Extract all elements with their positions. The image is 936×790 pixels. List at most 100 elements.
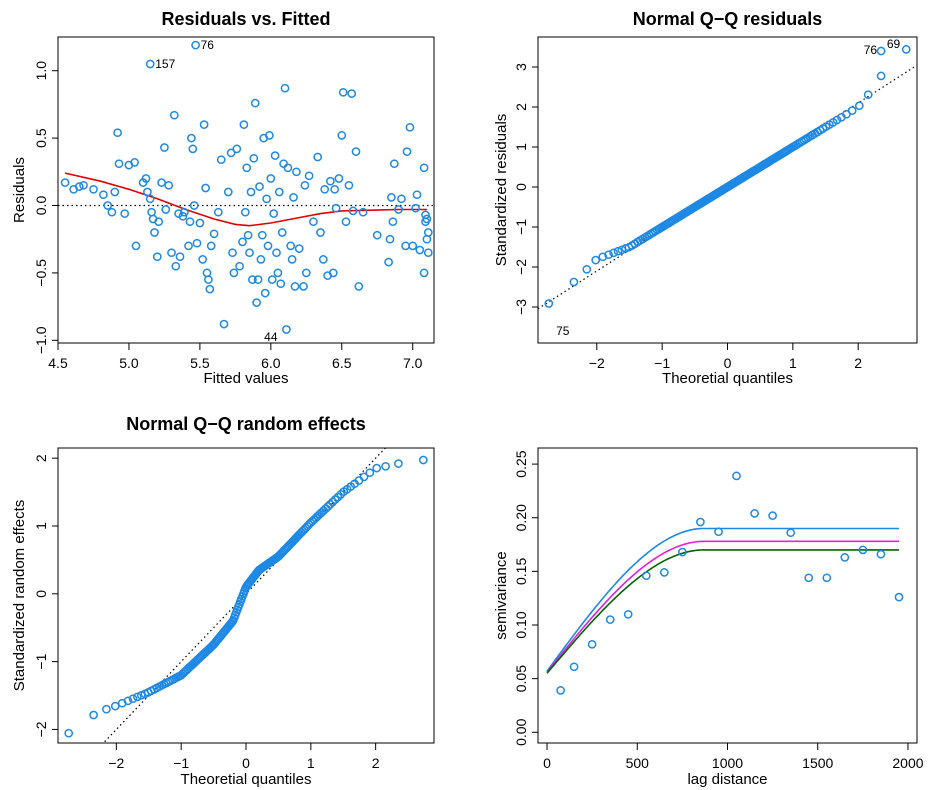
panel1-outlier-label: 44 bbox=[264, 330, 278, 344]
panel1-data-point bbox=[277, 228, 287, 237]
panel1-x-axis-label: Fitted values bbox=[203, 370, 288, 387]
panel1-data-point bbox=[204, 275, 213, 284]
panel4-data-point bbox=[569, 662, 579, 672]
panel4-fitted-variogram-green bbox=[546, 549, 899, 674]
panel1-data-point bbox=[229, 268, 239, 278]
panel1-plot-frame bbox=[57, 36, 435, 344]
panel1-data-point bbox=[226, 148, 236, 158]
panel2-data-point bbox=[609, 248, 618, 258]
panel1-data-point bbox=[206, 241, 216, 251]
panel1-data-point bbox=[157, 178, 166, 187]
panel2-data-point bbox=[582, 264, 592, 274]
panel3-data-point bbox=[372, 463, 382, 473]
panel1-data-point bbox=[145, 194, 155, 204]
panel1-data-point bbox=[415, 245, 425, 255]
panel4-data-point bbox=[678, 547, 687, 557]
panel1-data-point bbox=[286, 241, 296, 251]
panel1-data-point bbox=[185, 217, 195, 227]
panel1-data-point bbox=[402, 147, 412, 156]
panel1-data-point bbox=[242, 163, 252, 173]
panel1-y-tick-label: 0.5 bbox=[33, 128, 49, 148]
panel1-data-point bbox=[279, 159, 288, 169]
panel1-data-point bbox=[280, 83, 290, 93]
panel4-data-point bbox=[659, 568, 669, 577]
panel1-data-point bbox=[188, 144, 198, 154]
panel3-x-tick-label: 0 bbox=[242, 755, 250, 771]
panel4-y-tick-label: 0.25 bbox=[513, 450, 529, 477]
panel2-data-point bbox=[613, 246, 623, 256]
panel2-data-point bbox=[832, 115, 842, 125]
panel3-qq-reference-line bbox=[102, 448, 387, 743]
panel1-data-point bbox=[130, 158, 139, 167]
panel3-data-point bbox=[359, 472, 369, 482]
panel1-outlier-label: 157 bbox=[155, 57, 175, 71]
panel3-y-tick-label: 2 bbox=[33, 454, 49, 462]
panel3-x-axis-label: Theoretial quantiles bbox=[181, 771, 312, 788]
panel1-data-point bbox=[273, 268, 283, 278]
panel1-data-point bbox=[249, 153, 259, 163]
panel4-data-point bbox=[768, 511, 777, 520]
panel1-chart-title: Residuals vs. Fitted bbox=[161, 9, 330, 29]
panel2-outlier-label: 76 bbox=[864, 43, 878, 57]
panel1-y-axis-label: Residuals bbox=[11, 157, 28, 223]
panel1-data-point bbox=[103, 201, 113, 210]
panel3-y-tick-label: −1 bbox=[33, 653, 49, 669]
panel2-chart-title: Normal Q−Q residuals bbox=[633, 9, 823, 29]
panel1-data-point bbox=[348, 206, 358, 216]
panel3-chart-title: Normal Q−Q random effects bbox=[126, 414, 366, 434]
panel2-x-tick-label: −1 bbox=[654, 355, 670, 371]
panel4-y-tick-label: 0.15 bbox=[513, 558, 529, 585]
panel2-data-point bbox=[863, 90, 873, 100]
panel4-x-tick-label: 500 bbox=[626, 755, 650, 771]
panel1-data-point bbox=[265, 131, 274, 140]
panel1-data-point bbox=[423, 248, 433, 258]
panel4-x-tick-label: 2000 bbox=[892, 755, 923, 771]
panel2-data-point bbox=[876, 71, 886, 81]
panel1-data-point bbox=[253, 275, 263, 284]
panel1-data-point bbox=[283, 163, 293, 173]
panel1-data-point bbox=[219, 319, 229, 329]
panel1-data-point bbox=[245, 248, 254, 258]
panel4-data-point bbox=[714, 527, 723, 537]
panel1-data-point bbox=[338, 87, 348, 97]
panel4-data-point bbox=[750, 509, 759, 518]
panel1-data-point bbox=[205, 284, 215, 294]
panel3-data-point bbox=[89, 710, 98, 720]
panel1-data-point bbox=[228, 248, 237, 258]
panel3-data-point bbox=[110, 701, 120, 711]
panel4-y-axis-label: semivariance bbox=[493, 551, 510, 639]
panel1-data-point bbox=[209, 229, 219, 239]
panel2-x-tick-label: 0 bbox=[724, 355, 732, 371]
panel1-data-point bbox=[262, 194, 271, 204]
panel3-data-point bbox=[418, 455, 428, 465]
panel1-data-point bbox=[179, 207, 189, 217]
panel4-x-tick-label: 1500 bbox=[802, 755, 833, 771]
panel1-x-tick-label: 7.0 bbox=[403, 355, 423, 371]
panel4-plot-frame bbox=[537, 447, 918, 744]
panel1-data-point bbox=[246, 187, 256, 197]
panel1-data-point bbox=[408, 241, 418, 251]
panel2-data-point bbox=[569, 277, 579, 287]
panel1-data-point bbox=[334, 174, 344, 183]
panel1-data-point bbox=[423, 228, 433, 237]
panel1-data-point bbox=[147, 207, 156, 217]
panel1-y-tick-label: −1.0 bbox=[33, 326, 49, 354]
panel1-data-point bbox=[318, 255, 328, 264]
panel1-data-point bbox=[257, 230, 267, 240]
panel1-data-point bbox=[187, 133, 196, 143]
panel1-data-point bbox=[141, 174, 151, 183]
panel1-data-point bbox=[274, 187, 284, 197]
panel1-data-point bbox=[299, 282, 308, 291]
panel1-data-point bbox=[240, 207, 250, 217]
panel3-plot-area bbox=[64, 448, 428, 743]
panel2-y-tick-label: 1 bbox=[513, 143, 529, 151]
panel1-data-point bbox=[192, 238, 202, 248]
panel1-data-point bbox=[419, 163, 429, 173]
panel1-data-point bbox=[79, 180, 88, 190]
panel4-data-point bbox=[623, 609, 633, 619]
panel1-data-point bbox=[154, 217, 164, 227]
panel1-data-point bbox=[60, 178, 70, 187]
panel4-data-point bbox=[732, 471, 741, 481]
panel2-data-point bbox=[544, 299, 554, 308]
